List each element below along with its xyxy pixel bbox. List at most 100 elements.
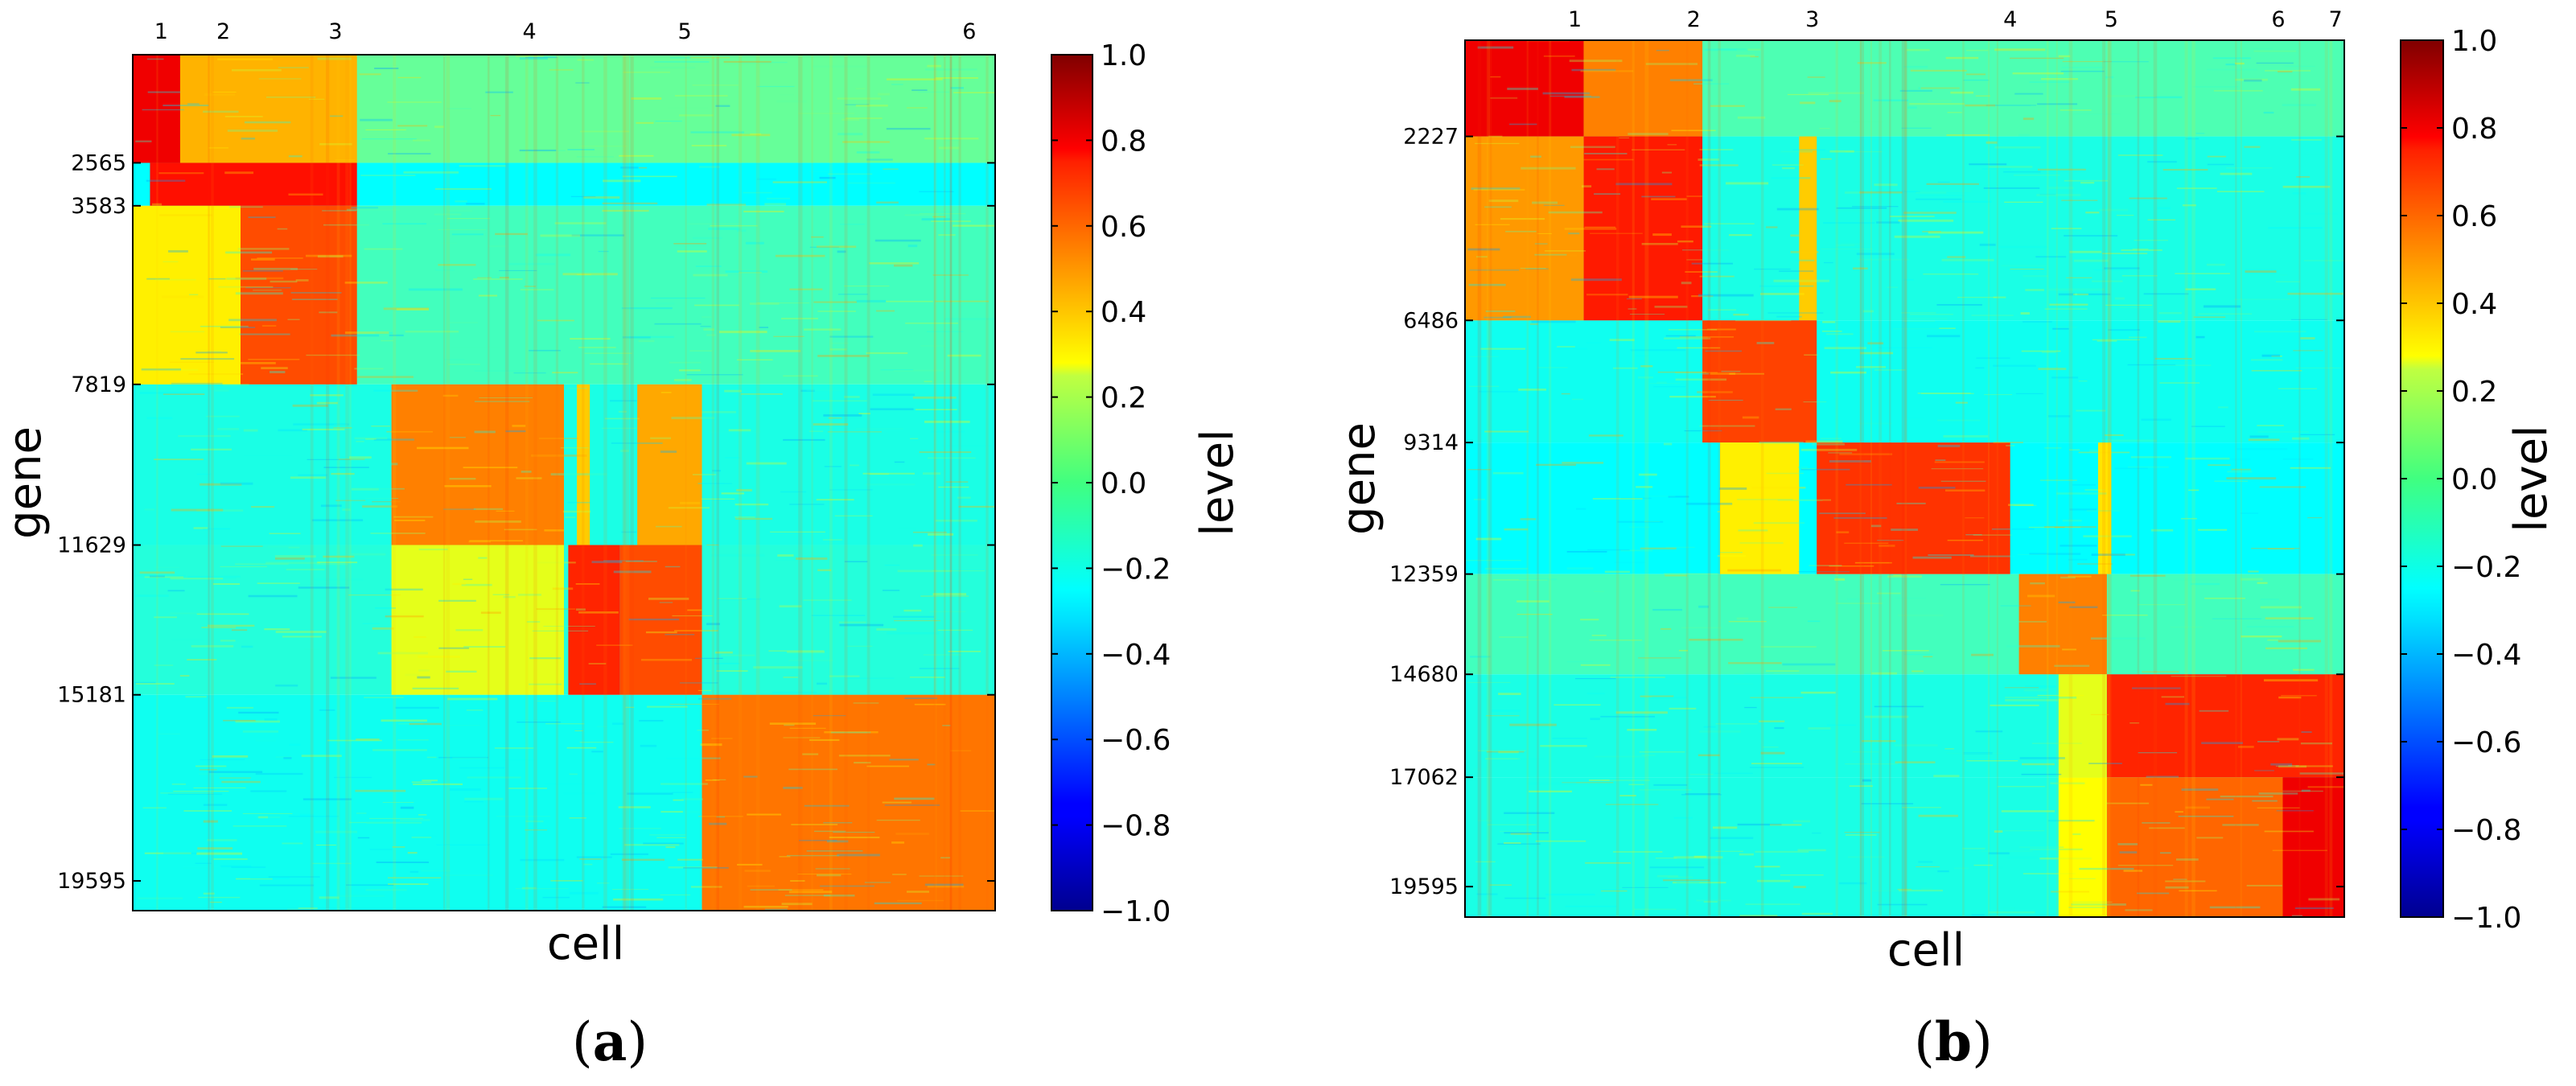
column-streak xyxy=(326,55,330,911)
gene-block xyxy=(1465,574,2344,675)
expression-region xyxy=(577,384,591,545)
colorbar-tick-label: 0.2 xyxy=(2451,376,2497,409)
expression-region xyxy=(1702,320,1817,443)
column-streak xyxy=(958,55,961,911)
column-streak xyxy=(1632,40,1635,917)
colorbar-tick-label: −0.6 xyxy=(1101,724,1171,757)
column-streak xyxy=(1901,40,1906,917)
y-tick-label: 12359 xyxy=(1389,562,1459,587)
column-streak xyxy=(1870,40,1873,917)
y-tick-label: 14680 xyxy=(1389,662,1459,687)
cluster-labels-a: 1 2 3 4 5 6 xyxy=(154,19,977,44)
column-streak xyxy=(1685,40,1689,917)
column-streak xyxy=(2108,40,2112,917)
expression-region xyxy=(133,205,241,385)
column-streak xyxy=(488,55,490,911)
column-streak xyxy=(603,55,607,911)
column-streak xyxy=(2102,40,2106,917)
column-streak xyxy=(1537,40,1539,917)
column-streak xyxy=(800,55,803,911)
heatmap-texture xyxy=(134,55,995,911)
column-streak xyxy=(345,55,349,911)
expression-region xyxy=(1799,136,1817,321)
expression-region xyxy=(2282,777,2344,917)
colorbar-tick-label: 0.0 xyxy=(1101,467,1146,500)
column-streak xyxy=(1707,40,1711,917)
heatmap-b-frame xyxy=(1464,39,2345,918)
column-streak xyxy=(739,55,743,911)
column-streak xyxy=(622,55,627,911)
column-streak xyxy=(443,55,446,911)
column-streak xyxy=(2324,40,2328,917)
x-axis-label-b: cell xyxy=(1887,924,1965,977)
column-streak xyxy=(2240,40,2242,917)
column-streak xyxy=(2047,40,2049,917)
expression-region xyxy=(133,55,180,163)
expression-region xyxy=(1583,40,1703,137)
y-tick-label: 7819 xyxy=(71,372,126,397)
column-streak xyxy=(625,55,630,911)
y-tick-label: 19595 xyxy=(57,869,126,894)
y-tick-label: 17062 xyxy=(1389,765,1459,790)
column-streak xyxy=(1879,40,1883,917)
colorbar-tick-label: 0.2 xyxy=(1101,382,1146,415)
colorbar-tick-label: −1.0 xyxy=(2451,902,2521,935)
column-streak xyxy=(1859,40,1862,917)
cluster-label: 5 xyxy=(2105,7,2118,32)
y-ticks-a: 2565 3583 7819 11629 15181 19595 xyxy=(57,150,995,894)
cluster-label: 2 xyxy=(216,19,230,44)
expression-region xyxy=(2058,674,2107,778)
column-streak xyxy=(949,55,952,911)
y-axis-label-a: gene xyxy=(0,426,51,539)
cluster-label: 2 xyxy=(1687,7,1701,32)
column-streak xyxy=(949,55,953,911)
column-streak xyxy=(533,55,537,911)
column-streak xyxy=(2329,40,2333,917)
cluster-label: 3 xyxy=(1805,7,1819,32)
cluster-label: 4 xyxy=(523,19,537,44)
column-streak xyxy=(630,55,634,911)
cluster-label: 4 xyxy=(2003,7,2017,32)
colorbar-tick-label: −0.8 xyxy=(1101,810,1171,843)
colorbar-tick-label: −0.2 xyxy=(2451,551,2521,584)
column-streak xyxy=(211,55,214,911)
expression-region xyxy=(568,545,620,695)
colorbar-tick-label: 0.6 xyxy=(2451,200,2497,233)
column-streak xyxy=(336,55,340,911)
column-streak xyxy=(582,55,585,911)
colorbar-b xyxy=(2400,39,2444,918)
gene-block xyxy=(1465,320,2344,443)
column-streak xyxy=(1996,40,1998,917)
colorbar-tick-label: 0.4 xyxy=(2451,288,2497,321)
expression-region xyxy=(1583,136,1703,321)
column-streak xyxy=(1905,40,1907,917)
expression-region xyxy=(2018,574,2107,675)
column-streak xyxy=(1615,40,1619,917)
y-tick-label: 9314 xyxy=(1403,430,1459,455)
cluster-label: 5 xyxy=(677,19,691,44)
column-streak xyxy=(2055,40,2058,917)
expression-region xyxy=(179,55,357,163)
column-streak xyxy=(156,55,158,911)
colorbar-tick-label: 1.0 xyxy=(1101,39,1146,72)
column-streak xyxy=(933,55,937,911)
column-streak xyxy=(525,55,529,911)
column-streak xyxy=(986,55,989,911)
expression-region xyxy=(391,545,564,695)
column-streak xyxy=(2137,40,2140,917)
column-streak xyxy=(755,55,760,911)
expression-region xyxy=(1817,442,2010,574)
column-streak xyxy=(446,55,451,911)
colorbar-tick-label: −0.2 xyxy=(1101,553,1171,586)
expression-region xyxy=(2058,777,2107,917)
column-streak xyxy=(1486,40,1490,917)
column-streak xyxy=(1644,40,1649,917)
column-streak xyxy=(2153,40,2158,917)
panel-b: 2227 6486 9314 12359 14680 17062 19595 1 2 3 4 5 6 7… xyxy=(1333,7,2557,1073)
column-streak xyxy=(943,55,946,911)
caption-a: (a) xyxy=(572,1010,648,1073)
column-streak xyxy=(2107,40,2111,917)
y-axis-label-b: gene xyxy=(1333,422,1385,535)
colorbar-ticks-a: 1.0 0.8 0.6 0.4 0.2 0.0 −0.2 −0.4 −0.6 −0.8 −1.0 xyxy=(1051,39,1171,928)
colorbar-tick-label: −0.6 xyxy=(2451,726,2521,759)
